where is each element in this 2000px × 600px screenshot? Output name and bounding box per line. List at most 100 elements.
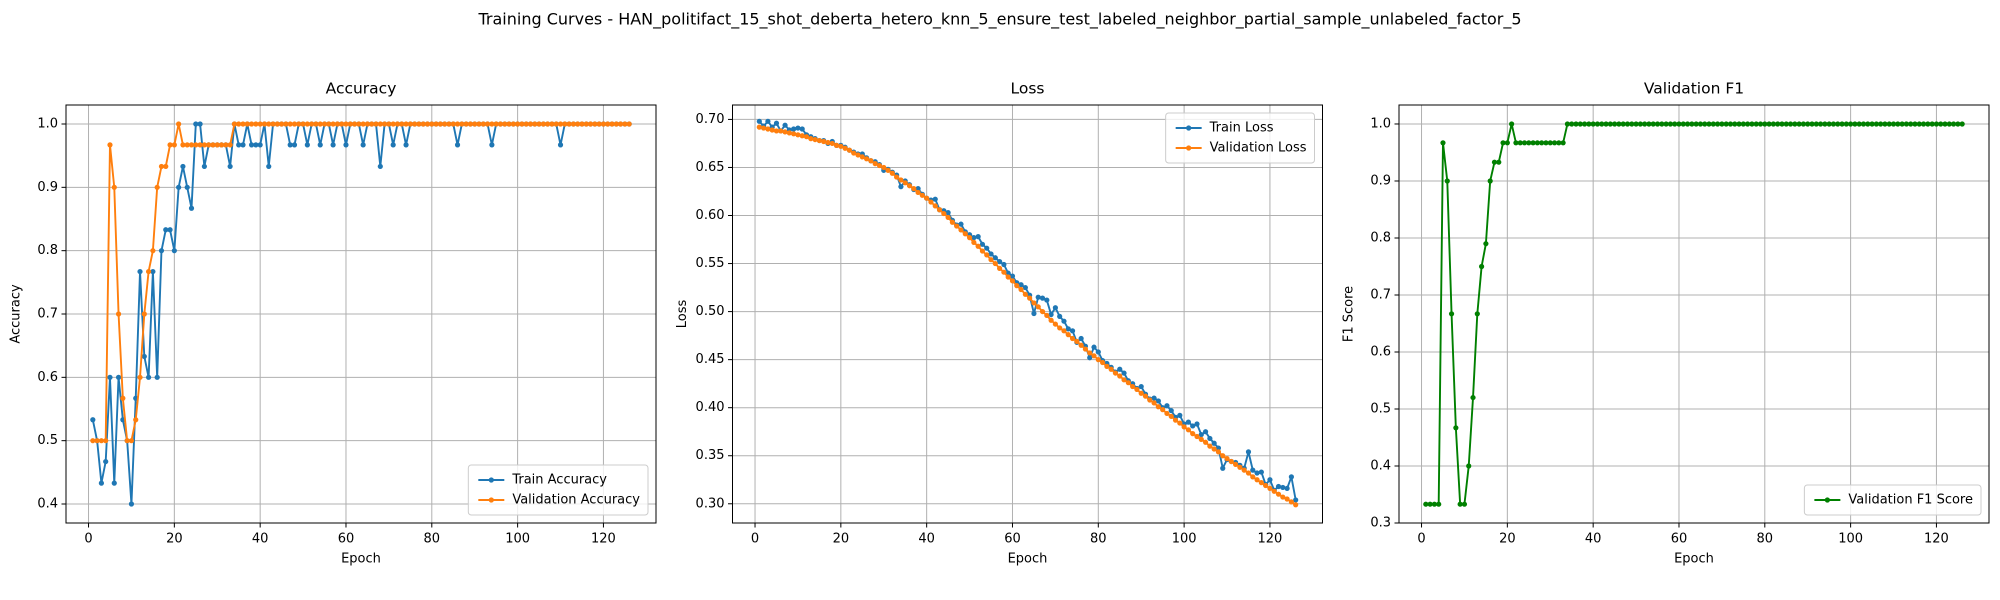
data-point bbox=[360, 121, 366, 127]
data-point bbox=[291, 121, 298, 127]
data-point bbox=[347, 121, 353, 127]
data-point bbox=[1185, 419, 1192, 425]
data-point bbox=[1091, 344, 1097, 350]
figure-title: Training Curves - HAN_politifact_15_shot… bbox=[477, 10, 1521, 30]
data-point bbox=[1147, 397, 1153, 403]
data-point bbox=[915, 189, 921, 196]
x-tick-label: 80 bbox=[1757, 532, 1774, 547]
data-point bbox=[1220, 465, 1226, 471]
data-point bbox=[1581, 121, 1588, 127]
data-point bbox=[115, 374, 122, 380]
data-point bbox=[1672, 121, 1678, 127]
data-point bbox=[390, 121, 396, 127]
data-point bbox=[163, 163, 169, 170]
x-tick-label: 100 bbox=[1172, 532, 1197, 547]
data-point bbox=[932, 203, 938, 209]
y-tick-label: 0.55 bbox=[696, 256, 725, 271]
data-point bbox=[1646, 121, 1652, 127]
data-point bbox=[1220, 453, 1226, 459]
data-point bbox=[317, 142, 323, 148]
data-point bbox=[1805, 121, 1811, 127]
data-point bbox=[1164, 403, 1170, 409]
data-point bbox=[356, 121, 362, 127]
data-point bbox=[1211, 446, 1217, 452]
data-point bbox=[154, 374, 160, 380]
data-point bbox=[124, 438, 130, 444]
data-point bbox=[1190, 431, 1196, 437]
data-point bbox=[1039, 308, 1046, 315]
data-point bbox=[885, 167, 891, 173]
legend-marker bbox=[1824, 497, 1830, 503]
data-point bbox=[1745, 121, 1751, 127]
data-point bbox=[236, 121, 242, 127]
data-point bbox=[386, 121, 392, 127]
data-point bbox=[791, 131, 797, 137]
data-point bbox=[467, 121, 474, 127]
data-point bbox=[532, 121, 538, 127]
data-point bbox=[609, 121, 615, 127]
y-tick-label: 0.4 bbox=[37, 497, 58, 512]
data-point bbox=[1280, 494, 1286, 500]
data-point bbox=[236, 142, 242, 148]
data-point bbox=[1018, 286, 1024, 293]
data-point bbox=[279, 121, 285, 127]
data-point bbox=[253, 121, 259, 127]
data-point bbox=[1500, 140, 1506, 146]
data-point bbox=[1001, 269, 1007, 275]
axes-frame bbox=[1398, 104, 1990, 524]
data-point bbox=[971, 235, 977, 241]
data-point bbox=[881, 164, 887, 171]
data-point bbox=[1792, 121, 1798, 127]
data-point bbox=[1065, 326, 1071, 332]
data-point bbox=[1903, 121, 1909, 127]
data-point bbox=[364, 121, 371, 127]
data-point bbox=[527, 121, 534, 127]
data-point bbox=[1117, 373, 1123, 379]
data-point bbox=[876, 162, 883, 169]
data-point bbox=[1929, 121, 1935, 127]
data-point bbox=[1168, 407, 1174, 414]
data-point bbox=[98, 438, 104, 444]
data-point bbox=[1826, 121, 1832, 127]
data-point bbox=[519, 121, 525, 127]
data-point bbox=[838, 143, 844, 149]
data-point bbox=[1453, 425, 1459, 431]
data-point bbox=[1027, 295, 1033, 301]
data-point bbox=[906, 183, 913, 189]
data-point bbox=[863, 156, 870, 162]
data-point bbox=[1749, 121, 1755, 127]
data-point bbox=[765, 118, 771, 124]
data-point bbox=[872, 161, 878, 167]
subplot: 0 20 40 60 80 100 120 0.4 0.5 0.6 0.7 0.8 0.9 1.0 Accu… bbox=[9, 80, 657, 567]
data-point bbox=[1069, 335, 1076, 342]
data-point bbox=[1479, 263, 1485, 270]
data-point bbox=[1031, 300, 1037, 306]
data-point bbox=[1809, 121, 1815, 127]
data-point bbox=[450, 121, 456, 127]
data-point bbox=[1770, 121, 1776, 127]
data-point bbox=[919, 192, 925, 198]
data-point bbox=[587, 121, 594, 127]
axes-frame bbox=[65, 104, 657, 524]
data-point bbox=[971, 239, 977, 246]
data-point bbox=[90, 417, 96, 423]
data-point bbox=[1822, 121, 1828, 127]
data-point bbox=[270, 121, 276, 127]
data-point bbox=[1164, 410, 1170, 417]
data-point bbox=[1869, 121, 1875, 127]
data-point bbox=[557, 142, 564, 148]
data-point bbox=[816, 137, 822, 144]
data-point bbox=[821, 138, 827, 145]
data-point bbox=[1543, 140, 1549, 146]
data-point bbox=[1207, 435, 1213, 442]
data-point bbox=[180, 142, 186, 148]
data-point bbox=[227, 142, 233, 148]
data-point bbox=[1074, 338, 1080, 344]
data-point bbox=[894, 174, 900, 180]
data-point bbox=[472, 121, 478, 127]
data-point bbox=[1091, 353, 1097, 359]
data-point bbox=[984, 252, 990, 258]
data-point bbox=[257, 142, 263, 148]
data-point bbox=[575, 121, 581, 127]
data-point bbox=[107, 142, 113, 148]
